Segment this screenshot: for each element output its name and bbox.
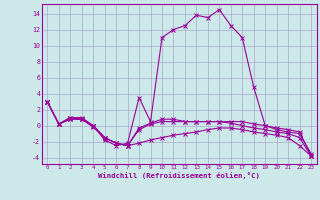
- X-axis label: Windchill (Refroidissement éolien,°C): Windchill (Refroidissement éolien,°C): [98, 172, 260, 179]
